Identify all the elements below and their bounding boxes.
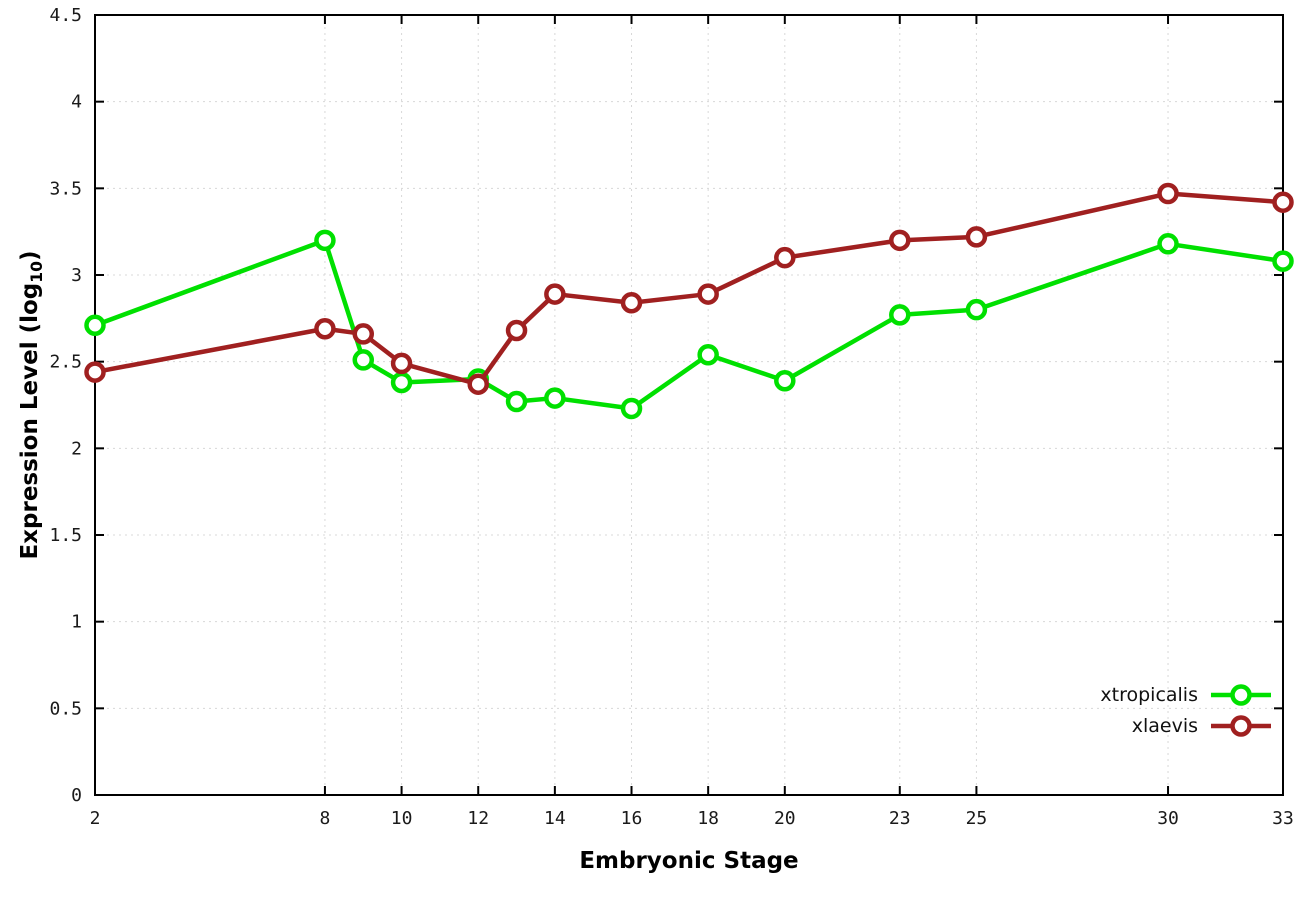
legend-marker-circle-icon [1230, 684, 1252, 706]
marker-xtropicalis [352, 349, 375, 371]
legend-label-xtropicalis: xtropicalis [1100, 684, 1198, 706]
marker-xlaevis [889, 229, 911, 252]
marker-xlaevis [467, 373, 489, 395]
legend-sample-xtropicalis [1211, 684, 1271, 706]
marker-xtropicalis [1157, 233, 1179, 255]
x-tick-label: 20 [774, 808, 796, 829]
y-tick-label: 0 [71, 785, 82, 806]
x-tick-label: 10 [391, 808, 413, 829]
marker-xlaevis [697, 283, 719, 305]
y-tick-label: 4 [71, 92, 82, 113]
marker-xtropicalis [505, 390, 528, 413]
marker-xtropicalis [544, 387, 566, 409]
legend-label-xlaevis: xlaevis [1131, 715, 1198, 737]
marker-xlaevis [84, 361, 106, 383]
y-tick-label: 0.5 [49, 698, 82, 719]
y-axis-label-subscript: 10 [27, 260, 47, 283]
x-tick-label: 14 [544, 808, 566, 829]
marker-xlaevis [505, 319, 528, 342]
marker-xtropicalis [84, 314, 106, 337]
marker-xlaevis [314, 317, 336, 340]
marker-xtropicalis [620, 397, 643, 420]
y-tick-label: 3.5 [49, 178, 82, 199]
marker-xtropicalis [390, 371, 413, 394]
x-tick-label: 16 [621, 808, 643, 829]
plot-frame [94, 14, 1284, 796]
y-axis-label-suffix: ) [17, 250, 43, 261]
x-tick-label: 30 [1157, 808, 1179, 829]
x-tick-label: 23 [889, 808, 911, 829]
x-tick-label: 33 [1272, 808, 1294, 829]
marker-xtropicalis [889, 304, 911, 326]
marker-xtropicalis [965, 298, 988, 321]
marker-xlaevis [620, 291, 643, 314]
y-tick-label: 2 [71, 438, 82, 459]
series-line-xtropicalis [92, 238, 1286, 411]
marker-xlaevis [390, 352, 413, 375]
marker-xlaevis [774, 246, 796, 269]
legend: xtropicalis xlaevis [1100, 682, 1274, 739]
marker-xtropicalis [314, 229, 336, 252]
y-tick-label: 3 [71, 265, 82, 286]
series-line-xlaevis [92, 191, 1286, 387]
marker-xlaevis [1157, 182, 1179, 205]
marker-xtropicalis [774, 369, 796, 392]
y-tick-label: 1.5 [49, 525, 82, 546]
marker-xlaevis [965, 226, 988, 248]
y-tick-label: 2.5 [49, 352, 82, 373]
legend-item-xtropicalis: xtropicalis [1100, 682, 1274, 708]
marker-xtropicalis [1272, 250, 1294, 272]
legend-sample-xlaevis [1211, 715, 1271, 737]
x-tick-label: 12 [467, 808, 489, 829]
legend-marker-circle-icon [1230, 715, 1252, 737]
marker-xlaevis [1272, 191, 1294, 213]
marker-xtropicalis [697, 343, 719, 366]
marker-xlaevis [352, 323, 375, 345]
x-axis-label: Embryonic Stage [579, 848, 799, 874]
x-tick-label: 8 [320, 808, 331, 829]
x-tick-label: 25 [966, 808, 988, 829]
x-tick-label: 2 [90, 808, 101, 829]
y-axis-label: Expression Level (log10) [17, 250, 47, 560]
y-tick-label: 1 [71, 612, 82, 633]
x-tick-label: 18 [697, 808, 719, 829]
y-axis-label-text: Expression Level (log [17, 282, 43, 560]
y-tick-label: 4.5 [49, 5, 82, 26]
legend-item-xlaevis: xlaevis [1132, 713, 1274, 739]
marker-xlaevis [544, 283, 566, 305]
